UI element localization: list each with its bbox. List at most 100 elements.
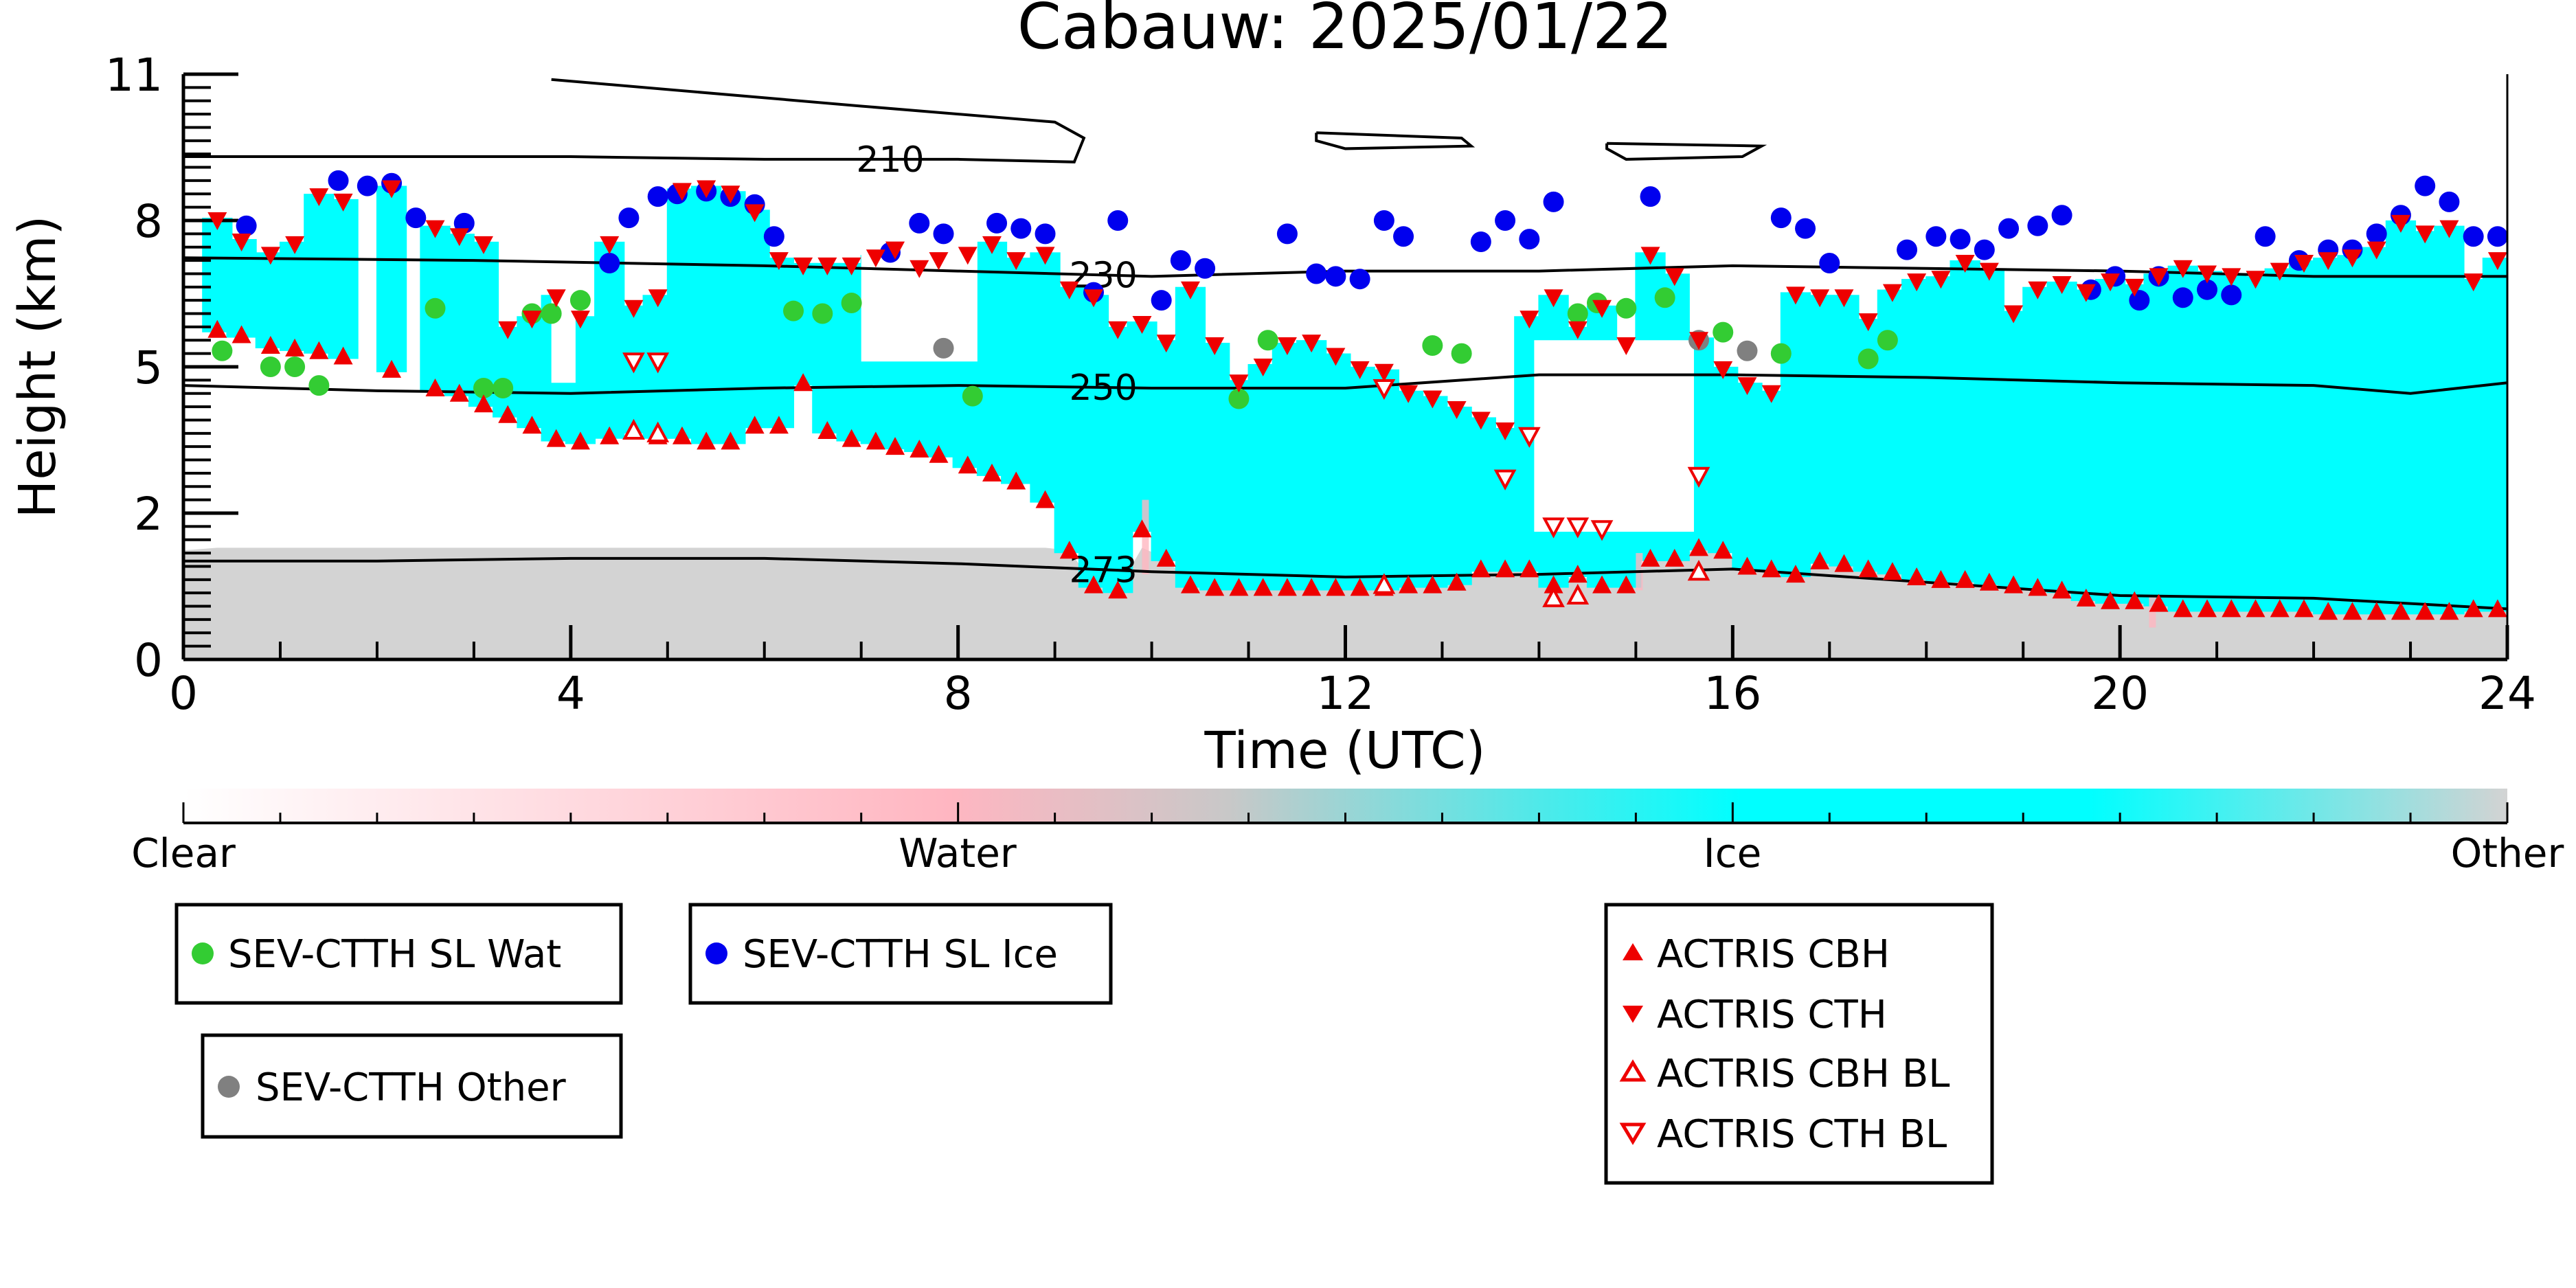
marker-actris-cbh [1931, 569, 1951, 588]
marker-sev-ctth-sl-ice [2129, 290, 2150, 311]
y-tick-label: 11 [105, 49, 163, 102]
legend-label-actris-cth: ACTRIS CTH [1657, 993, 1887, 1037]
marker-actris-cth [1979, 262, 1999, 281]
marker-actris-cbh [2149, 594, 2169, 612]
legend-label-sev-other: SEV-CTTH Other [256, 1065, 567, 1110]
marker-sev-ctth-sl-wat [541, 303, 562, 324]
marker-actris-cbh [1568, 565, 1588, 583]
ice-cloud-column [226, 238, 257, 338]
marker-actris-cth-bl [1590, 520, 1614, 541]
marker-sev-ctth-sl-ice [2487, 226, 2508, 247]
marker-actris-cth [1737, 377, 1757, 396]
series-actris-cth-bl [622, 352, 1710, 541]
marker-actris-cbh-bl [1542, 586, 1565, 607]
marker-actris-cth [1640, 247, 1660, 265]
marker-sev-ctth-sl-ice [1107, 210, 1129, 231]
marker-actris-cbh-bl [1687, 560, 1710, 581]
marker-actris-cth [1907, 273, 1927, 292]
marker-sev-ctth-sl-ice [1306, 263, 1327, 284]
marker-actris-cth [1350, 361, 1370, 379]
marker-actris-cth-bl [1566, 517, 1590, 539]
marker-actris-cth [817, 257, 837, 275]
marker-sev-ctth-other [933, 337, 954, 359]
marker-sev-ctth-sl-ice [647, 186, 668, 207]
colorbar-label-clear: Clear [131, 830, 236, 877]
marker-actris-cth [2294, 254, 2314, 273]
marker-actris-cbh [1350, 578, 1370, 596]
legend-label-sev-ice: SEV-CTTH SL Ice [743, 932, 1058, 977]
marker-actris-cth [2197, 265, 2217, 284]
marker-actris-cth-bl [622, 352, 645, 374]
marker-actris-cbh [1229, 578, 1249, 596]
marker-actris-cbh [260, 336, 280, 354]
marker-actris-cth [333, 193, 353, 212]
marker-sev-ctth-sl-ice [1974, 239, 1995, 260]
marker-sev-ctth-sl-ice [618, 207, 640, 229]
marker-actris-cth [929, 252, 949, 271]
x-tick-label: 24 [2478, 667, 2536, 720]
marker-actris-cth [2028, 281, 2048, 300]
marker-actris-cbh [2318, 602, 2338, 620]
y-tick-label: 8 [134, 195, 163, 248]
marker-actris-cbh [2028, 578, 2048, 596]
marker-actris-cbh [207, 319, 227, 338]
marker-actris-cbh [2366, 602, 2386, 620]
marker-actris-cth [1108, 321, 1128, 339]
marker-sev-ctth-sl-wat [260, 357, 281, 377]
marker-actris-cbh [1907, 567, 1927, 585]
marker-actris-cth [1495, 422, 1515, 440]
marker-actris-cbh [600, 426, 620, 444]
marker-sev-ctth-sl-ice [2439, 191, 2460, 212]
marker-actris-cth [1059, 281, 1079, 300]
marker-sev-ctth-sl-ice [909, 212, 930, 234]
marker-actris-cbh [1277, 578, 1297, 596]
marker-actris-cth [425, 220, 445, 238]
legend-label-sev-water: SEV-CTTH SL Wat [228, 932, 561, 977]
axis-ticks: 0 4 8 12 16 20 24 0 2 5 8 11 [105, 49, 2536, 720]
marker-actris-cbh [1519, 559, 1539, 578]
marker-sev-ctth-sl-ice [1470, 231, 1491, 252]
marker-actris-cbh [1688, 538, 1708, 556]
legend-label-actris-cbh: ACTRIS CBH [1657, 932, 1890, 977]
x-tick-label: 8 [944, 667, 973, 720]
marker-sev-ctth-sl-ice [1276, 223, 1298, 245]
marker-actris-cth [2004, 305, 2024, 324]
marker-actris-cth-bl [646, 352, 670, 374]
marker-sev-ctth-sl-wat [783, 300, 804, 321]
marker-actris-cth [2125, 278, 2145, 297]
marker-actris-cbh [1640, 548, 1660, 567]
marker-actris-cth [382, 180, 402, 199]
marker-actris-cbh [1544, 575, 1563, 594]
marker-actris-cbh [769, 416, 789, 434]
series-actris-cbh-bl [622, 418, 1710, 607]
legend-marker-actris-cth [1623, 1006, 1643, 1023]
marker-actris-cth [449, 228, 469, 247]
marker-actris-cbh [1447, 572, 1467, 591]
marker-actris-cth [1035, 247, 1055, 265]
marker-actris-cth [1713, 361, 1733, 379]
marker-actris-cth [1810, 289, 1830, 308]
marker-sev-ctth-sl-wat [1654, 287, 1675, 308]
marker-actris-cth [1132, 316, 1152, 335]
marker-actris-cth [2366, 241, 2386, 260]
marker-sev-ctth-sl-ice [1195, 258, 1216, 279]
marker-actris-cbh [1471, 559, 1491, 578]
marker-sev-ctth-sl-wat [1857, 348, 1879, 370]
isotherm-line [1315, 131, 1476, 150]
marker-actris-cth [473, 236, 493, 254]
legend-sev-ice: SEV-CTTH SL Ice [688, 903, 1113, 1005]
marker-actris-cbh [2294, 599, 2314, 618]
marker-actris-cth [793, 257, 813, 275]
marker-actris-cbh [1834, 554, 1854, 572]
isotherm-line [183, 78, 1086, 163]
marker-actris-cbh [425, 378, 445, 396]
y-axis-label: Height (km) [8, 216, 67, 519]
x-axis-label: Time (UTC) [1204, 721, 1485, 780]
marker-actris-cth [1544, 289, 1563, 308]
marker-actris-cth [1374, 363, 1394, 382]
marker-actris-cbh [498, 405, 518, 423]
marker-actris-cth-bl [1493, 469, 1517, 490]
marker-actris-cth [309, 188, 329, 207]
marker-actris-cth [1006, 252, 1026, 271]
